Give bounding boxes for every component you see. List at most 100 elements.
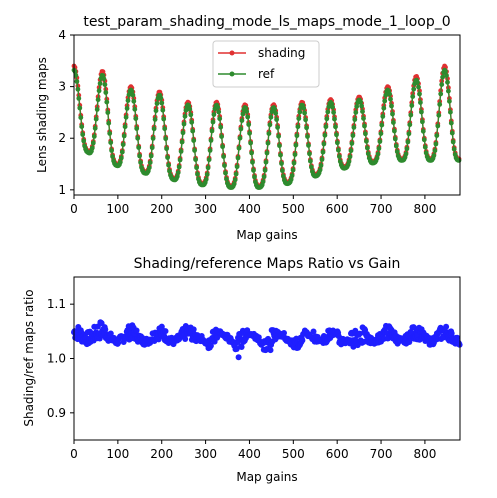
ref-point xyxy=(189,119,195,125)
ref-point xyxy=(90,140,96,146)
ref-point xyxy=(195,171,200,177)
ref-point xyxy=(79,124,85,129)
ref-point xyxy=(279,161,284,166)
chart-2-plot-frame xyxy=(73,276,461,441)
ref-point xyxy=(234,164,240,170)
ref-point xyxy=(319,157,325,162)
x-tick-label: 400 xyxy=(238,202,261,216)
y-tick-label: 3 xyxy=(58,80,66,94)
ref-point xyxy=(445,79,450,85)
ref-point xyxy=(439,82,445,87)
ref-point xyxy=(132,106,138,112)
ref-point xyxy=(349,141,355,146)
ref-point xyxy=(131,98,137,104)
ref-point xyxy=(403,151,409,157)
ref-point xyxy=(174,174,180,179)
ref-point xyxy=(302,110,307,116)
ref-point xyxy=(105,110,111,115)
ref-point xyxy=(393,143,399,149)
x-tick-label: 200 xyxy=(150,202,173,216)
x-tick-label: 600 xyxy=(326,202,349,216)
ref-point xyxy=(306,143,311,148)
y-tick-label: 1 xyxy=(58,183,66,197)
ref-point xyxy=(331,110,336,115)
ref-point xyxy=(309,164,314,170)
ref-point xyxy=(447,98,452,104)
ref-point xyxy=(330,104,335,110)
ref-point xyxy=(217,116,223,122)
ref-point xyxy=(150,136,156,141)
ref-point xyxy=(336,147,341,153)
ref-point xyxy=(123,114,129,120)
ref-point xyxy=(437,102,443,107)
ref-point xyxy=(223,170,228,176)
ref-point xyxy=(322,132,328,138)
ref-point xyxy=(276,133,281,139)
ref-point xyxy=(394,149,400,155)
ref-point xyxy=(244,109,250,114)
x-tick-label: 400 xyxy=(238,447,261,461)
ref-point xyxy=(448,109,453,115)
ref-point xyxy=(266,131,272,137)
chart-2-y-label: Shading/ref maps ratio xyxy=(22,289,36,426)
ref-point xyxy=(161,116,167,122)
ref-point xyxy=(375,151,381,157)
ref-point xyxy=(323,124,329,130)
ref-point xyxy=(122,124,128,130)
ref-point xyxy=(107,131,113,136)
ref-point xyxy=(420,119,425,125)
ref-point xyxy=(149,145,155,151)
ref-point xyxy=(162,126,168,132)
chart-2: Shading/reference Maps Ratio vs Gain 0 10… xyxy=(22,256,463,484)
ref-point xyxy=(251,168,256,173)
ref-point xyxy=(451,146,457,152)
chart-2-x-ticks: 0 100 200 300 400 500 600 700 800 xyxy=(70,440,436,461)
ref-point xyxy=(456,158,462,163)
ref-point xyxy=(307,151,312,157)
chart-1: test_param_shading_mode_ls_maps_mode_1_l… xyxy=(35,14,462,242)
ref-point xyxy=(167,168,172,174)
x-tick-label: 700 xyxy=(370,202,393,216)
ref-point xyxy=(121,133,127,139)
ref-point xyxy=(81,138,87,144)
ref-point xyxy=(450,139,456,145)
x-tick-label: 500 xyxy=(282,447,305,461)
ref-point xyxy=(135,135,141,141)
ref-point xyxy=(308,158,313,164)
ref-point xyxy=(440,74,445,80)
ref-point xyxy=(376,146,382,151)
ratio-point xyxy=(133,327,140,334)
ref-point xyxy=(252,174,257,180)
ref-point xyxy=(208,138,214,143)
ref-point xyxy=(151,126,157,132)
ref-point xyxy=(444,73,449,78)
ref-point xyxy=(95,97,101,103)
ratio-point xyxy=(234,339,241,346)
ref-point xyxy=(206,157,212,163)
ref-point xyxy=(305,134,310,139)
legend-ref-label: ref xyxy=(258,67,275,81)
x-tick-label: 200 xyxy=(150,447,173,461)
ref-point xyxy=(407,122,413,128)
ref-point xyxy=(359,103,364,109)
ref-point xyxy=(296,116,302,121)
ref-point xyxy=(304,125,309,131)
ref-point xyxy=(218,124,224,130)
ref-point xyxy=(292,152,298,158)
ratio-point xyxy=(214,334,221,341)
ref-point xyxy=(350,133,356,138)
ratio-point xyxy=(410,324,417,331)
ref-point xyxy=(188,112,194,118)
ref-point xyxy=(166,162,172,168)
ref-point xyxy=(260,179,266,185)
ratio-point xyxy=(238,344,245,350)
ratio-point xyxy=(267,347,274,354)
ref-point xyxy=(264,150,270,156)
ref-point xyxy=(272,106,278,112)
ref-point xyxy=(153,108,159,114)
ref-point xyxy=(245,114,251,120)
ref-point xyxy=(232,177,238,183)
ref-point xyxy=(346,159,352,164)
ref-point xyxy=(97,81,103,86)
